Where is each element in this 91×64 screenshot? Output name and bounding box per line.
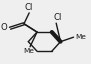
Text: Me: Me (75, 34, 86, 40)
Text: Cl: Cl (24, 3, 32, 12)
Text: O: O (1, 23, 7, 32)
Text: Me: Me (23, 48, 34, 54)
Text: Cl: Cl (54, 13, 62, 22)
